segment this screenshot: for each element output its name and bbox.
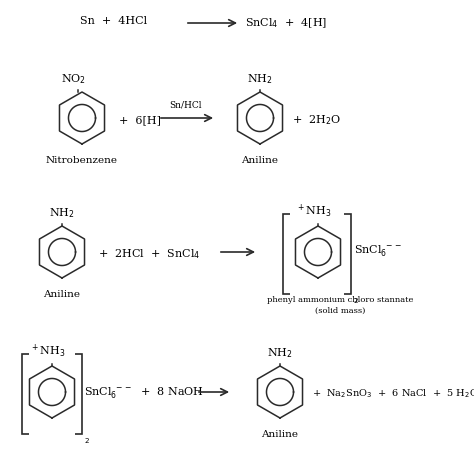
Text: NH$_2$: NH$_2$: [49, 206, 75, 220]
Text: NH$_2$: NH$_2$: [267, 346, 293, 360]
Text: Aniline: Aniline: [44, 290, 81, 299]
Text: SnCl$_4$  +  4[H]: SnCl$_4$ + 4[H]: [245, 16, 327, 30]
Text: Aniline: Aniline: [262, 430, 299, 439]
Text: +  2HCl  +  SnCl$_4$: + 2HCl + SnCl$_4$: [98, 247, 200, 261]
Text: $_2$: $_2$: [353, 296, 359, 305]
Text: (solid mass): (solid mass): [315, 307, 365, 315]
Text: Sn/HCl: Sn/HCl: [170, 100, 202, 109]
Text: Aniline: Aniline: [241, 156, 279, 165]
Text: $_2$: $_2$: [84, 436, 90, 446]
Text: Sn  +  4HCl: Sn + 4HCl: [80, 16, 147, 26]
Text: NO$_2$: NO$_2$: [62, 72, 87, 86]
Text: Nitrobenzene: Nitrobenzene: [46, 156, 118, 165]
Text: phenyl ammonium chloro stannate: phenyl ammonium chloro stannate: [267, 296, 413, 304]
Text: $^+$NH$_3$: $^+$NH$_3$: [296, 203, 332, 220]
Text: +  2H$_2$O: + 2H$_2$O: [292, 113, 341, 127]
Text: SnCl$_6^{\ -}$$^-$  +  8 NaOH: SnCl$_6^{\ -}$$^-$ + 8 NaOH: [84, 384, 204, 400]
Text: NH$_2$: NH$_2$: [247, 72, 273, 86]
Text: SnCl$_6^{\ -}$$^-$: SnCl$_6^{\ -}$$^-$: [354, 243, 402, 257]
Text: $^+$NH$_3$: $^+$NH$_3$: [30, 343, 66, 360]
Text: +  Na$_2$SnO$_3$  +  6 NaCl  +  5 H$_2$O: + Na$_2$SnO$_3$ + 6 NaCl + 5 H$_2$O: [312, 388, 474, 401]
Text: +  6[H]: + 6[H]: [119, 115, 161, 125]
